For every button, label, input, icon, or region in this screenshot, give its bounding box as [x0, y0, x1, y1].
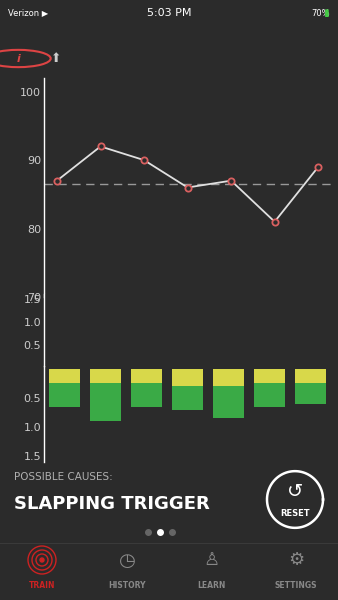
Text: ↺: ↺ — [287, 482, 303, 501]
Text: ⬆: ⬆ — [50, 52, 61, 65]
Text: SLAPPING TRIGGER: SLAPPING TRIGGER — [14, 494, 210, 512]
Text: Hold Movement: Hold Movement — [159, 344, 241, 355]
Circle shape — [40, 558, 44, 562]
Text: RESET: RESET — [280, 509, 310, 518]
Text: ⚙: ⚙ — [288, 551, 304, 569]
Bar — [213, 369, 244, 418]
Bar — [131, 369, 162, 407]
Bar — [254, 369, 285, 383]
Bar — [90, 369, 121, 383]
Bar — [90, 369, 121, 421]
Bar — [295, 369, 326, 404]
Bar — [49, 369, 80, 383]
Bar — [213, 369, 244, 386]
Text: TRAIN: TRAIN — [29, 581, 55, 589]
Text: SETTINGS: SETTINGS — [275, 581, 317, 589]
Bar — [172, 369, 203, 386]
Text: ♙: ♙ — [203, 551, 219, 569]
Bar — [172, 369, 203, 410]
Text: 70%: 70% — [311, 8, 330, 17]
Text: 5:03 PM: 5:03 PM — [147, 8, 191, 18]
Text: Trigger Press Movement: Trigger Press Movement — [159, 312, 284, 322]
Bar — [295, 369, 326, 383]
Bar — [49, 369, 80, 407]
Text: LEARN: LEARN — [197, 581, 225, 589]
Text: ◷: ◷ — [119, 551, 136, 569]
Bar — [254, 369, 285, 407]
Text: Verizon ▶: Verizon ▶ — [8, 8, 48, 17]
Bar — [124, 307, 147, 328]
Bar — [131, 369, 162, 383]
Text: i: i — [16, 53, 20, 64]
Text: HISTORY: HISTORY — [108, 581, 146, 589]
Text: POSSIBLE CAUSES:: POSSIBLE CAUSES: — [14, 472, 113, 482]
Bar — [124, 339, 147, 360]
Text: ▮: ▮ — [318, 8, 330, 18]
